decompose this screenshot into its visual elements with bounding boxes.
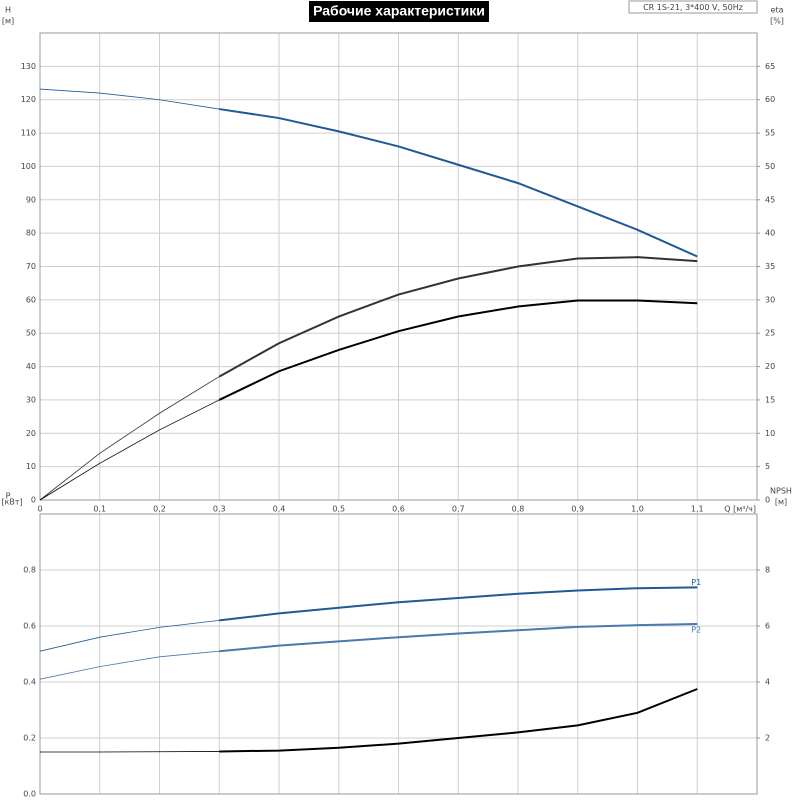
y2-tick-label: 50	[765, 162, 775, 171]
x-tick-label: 0,8	[512, 505, 525, 514]
y-tick-label: 0.0	[23, 790, 36, 799]
y-axis-label: H	[5, 6, 11, 15]
y-tick-label: 20	[26, 429, 36, 438]
y2-tick-label: 0	[765, 496, 770, 505]
y2-tick-label: 5	[765, 462, 770, 471]
series-line	[39, 586, 698, 652]
x-tick-label: 0,6	[392, 505, 405, 514]
x-tick-label: 1,0	[631, 505, 644, 514]
series-line-emphasis	[219, 108, 698, 258]
y-tick-label: 50	[26, 329, 36, 338]
y2-tick-label: 4	[765, 678, 770, 687]
x-tick-label: 0	[37, 505, 42, 514]
series-label: P1	[691, 578, 701, 587]
series-line	[39, 88, 698, 257]
x-tick-label: 0,3	[213, 505, 226, 514]
plot-border	[39, 32, 758, 501]
x-tick-label: 0,4	[273, 505, 286, 514]
x-tick-label: 0,9	[571, 505, 584, 514]
y2-tick-label: 40	[765, 229, 775, 238]
series-line-emphasis	[219, 688, 698, 753]
y2-tick-label: 45	[765, 195, 775, 204]
y-tick-label: 100	[21, 162, 36, 171]
y2-tick-label: 55	[765, 129, 775, 138]
x-tick-label: 0,7	[452, 505, 465, 514]
y2-tick-label: 25	[765, 329, 775, 338]
y-tick-label: 90	[26, 195, 36, 204]
y2-tick-label: 30	[765, 295, 775, 304]
y2-tick-label: 35	[765, 262, 775, 271]
x-tick-label: 0,5	[332, 505, 345, 514]
annotation-box	[628, 0, 758, 14]
chart-title: Рабочие характеристики	[313, 3, 485, 19]
y-tick-label: 0.4	[23, 678, 36, 687]
y-tick-label: 130	[21, 62, 36, 71]
plot-border	[39, 513, 758, 795]
y2-tick-label: 20	[765, 362, 775, 371]
series-label: P2	[691, 626, 701, 635]
y2-tick-label: 10	[765, 429, 775, 438]
series-line	[39, 256, 698, 501]
y-tick-label: 60	[26, 295, 36, 304]
y-tick-label: 80	[26, 229, 36, 238]
series-line-emphasis	[218, 299, 698, 401]
y2-axis-unit: [%]	[770, 17, 784, 26]
y-tick-label: 10	[26, 462, 36, 471]
y2-tick-label: 2	[765, 734, 770, 743]
y2-tick-label: 65	[765, 62, 775, 71]
y2-axis-label: NPSH	[770, 487, 792, 496]
y-tick-label: 40	[26, 362, 36, 371]
y-axis-unit: [кВт]	[1, 498, 22, 507]
y2-axis-unit: [м]	[775, 498, 787, 507]
series-line-emphasis	[219, 586, 698, 622]
x-tick-label: 0,2	[153, 505, 166, 514]
y-tick-label: 110	[21, 129, 36, 138]
y-tick-label: 30	[26, 395, 36, 404]
y-tick-label: 0.8	[23, 566, 36, 575]
annotation: CR 1S-21, 3*400 V, 50Hz	[643, 3, 743, 12]
y-tick-label: 0	[31, 496, 36, 505]
x-tick-label: 0,1	[93, 505, 106, 514]
y2-tick-label: 8	[765, 566, 770, 575]
y2-tick-label: 15	[765, 395, 775, 404]
x-tick-label: 1,1	[691, 505, 704, 514]
series-line-emphasis	[219, 623, 698, 653]
title-box	[309, 1, 489, 22]
y-tick-label: 0.6	[23, 622, 36, 631]
series-line	[39, 623, 698, 680]
y2-axis-label: eta	[771, 6, 784, 15]
y-axis-unit: [м]	[2, 17, 14, 26]
y-axis-label: P	[6, 492, 11, 501]
x-axis-label: Q [м³/ч]	[724, 505, 756, 514]
series-line-emphasis	[218, 256, 698, 378]
y-tick-label: 70	[26, 262, 36, 271]
y-tick-label: 0.2	[23, 734, 36, 743]
y2-tick-label: 6	[765, 622, 770, 631]
y2-tick-label: 60	[765, 95, 775, 104]
y-tick-label: 120	[21, 95, 36, 104]
